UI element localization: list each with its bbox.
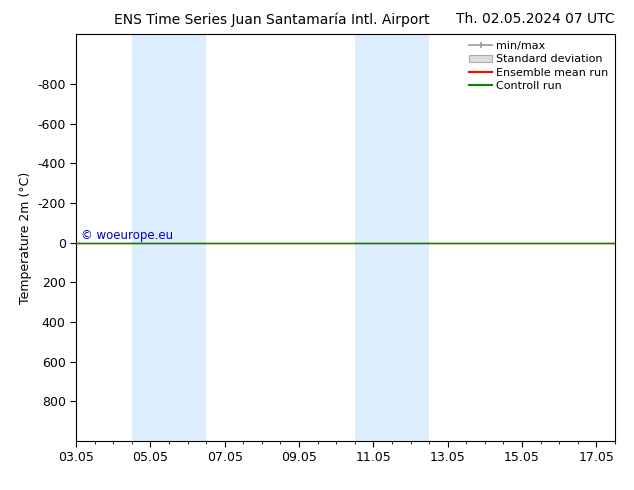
Bar [132, 34, 206, 441]
Text: ENS Time Series Juan Santamaría Intl. Airport: ENS Time Series Juan Santamaría Intl. Ai… [114, 12, 430, 27]
Legend: min/max, Standard deviation, Ensemble mean run, Controll run: min/max, Standard deviation, Ensemble me… [465, 37, 612, 96]
Text: Th. 02.05.2024 07 UTC: Th. 02.05.2024 07 UTC [456, 12, 615, 26]
Y-axis label: Temperature 2m (°C): Temperature 2m (°C) [18, 172, 32, 304]
Text: © woeurope.eu: © woeurope.eu [81, 229, 174, 242]
Bar [355, 34, 429, 441]
